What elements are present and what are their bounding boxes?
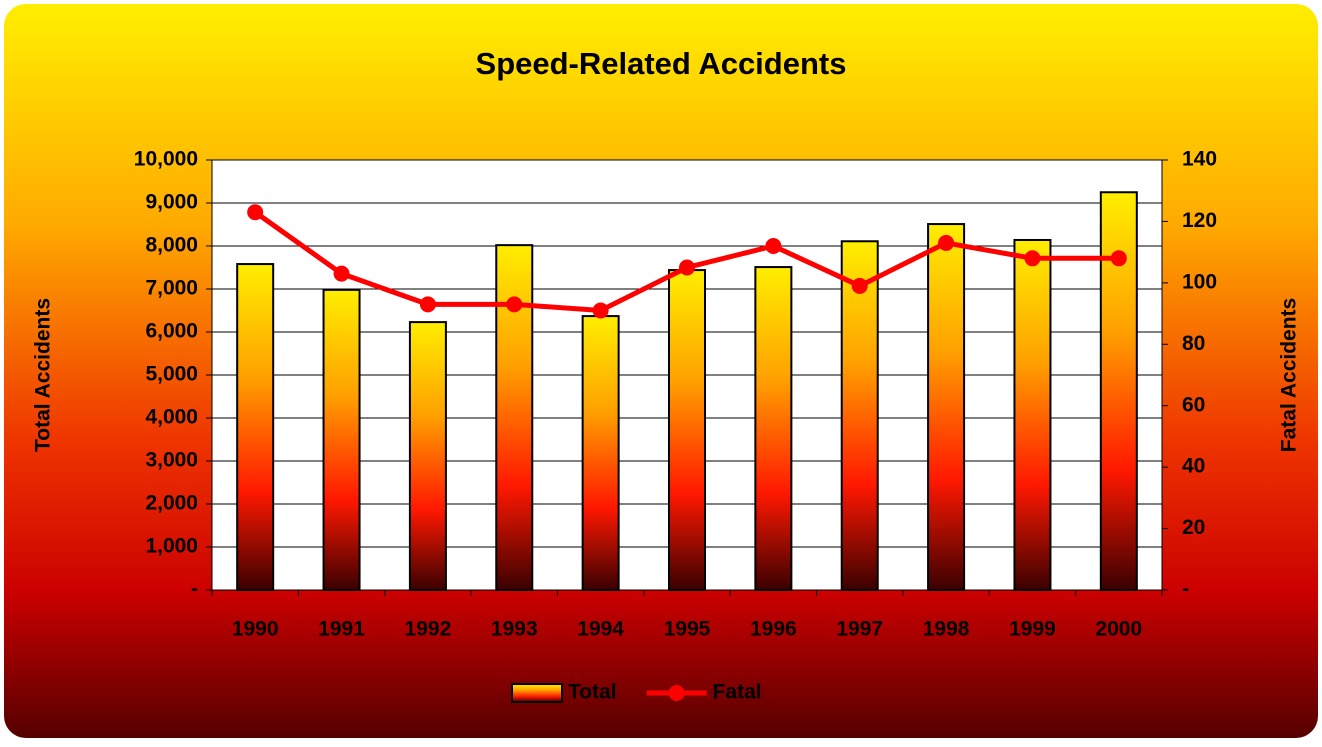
- marker: [679, 259, 695, 276]
- y-tick-label: 9,000: [145, 191, 198, 214]
- y-axis-title: Total Accidents: [32, 298, 55, 452]
- x-tick-label: 1998: [923, 618, 970, 641]
- x-tick-label: 1992: [405, 618, 452, 641]
- y2-tick-label: 140: [1182, 148, 1217, 171]
- bar: [408, 321, 447, 591]
- legend-label: Fatal: [713, 681, 762, 704]
- y-tick-label: 7,000: [145, 277, 198, 300]
- x-tick-label: 1990: [232, 618, 279, 641]
- marker: [506, 296, 523, 313]
- x-tick-label: 2000: [1095, 618, 1142, 641]
- legend-swatch: [668, 685, 685, 701]
- bar: [1013, 238, 1052, 591]
- y-tick-label: 1,000: [145, 535, 198, 558]
- y-tick-label: 8,000: [145, 234, 198, 257]
- y2-tick-label: 120: [1182, 209, 1217, 232]
- legend-swatch: [511, 683, 563, 703]
- y-tick-label: 3,000: [145, 449, 198, 472]
- bar: [581, 315, 620, 591]
- bar: [322, 288, 361, 591]
- marker: [1110, 250, 1127, 267]
- marker: [1024, 250, 1041, 267]
- y2-tick-label: 80: [1182, 332, 1205, 355]
- marker: [592, 302, 609, 319]
- marker: [419, 296, 436, 313]
- y-tick-label: 6,000: [145, 320, 198, 343]
- bar: [927, 223, 966, 591]
- y2-axis-title: Fatal Accidents: [1278, 298, 1301, 452]
- bar: [668, 269, 706, 591]
- y2-tick-label: 40: [1182, 455, 1205, 478]
- y2-tick-label: -: [1182, 578, 1189, 601]
- y-tick-label: 4,000: [145, 406, 198, 429]
- bar: [236, 263, 275, 591]
- x-tick-label: 1996: [750, 618, 797, 641]
- marker: [333, 265, 350, 282]
- y-tick-label: 2,000: [145, 492, 198, 515]
- x-tick-label: 1997: [836, 618, 883, 641]
- x-tick-label: 1993: [491, 618, 538, 641]
- marker: [765, 238, 782, 254]
- y-tick-label: 5,000: [145, 363, 198, 386]
- y-tick-label: 10,000: [134, 148, 198, 171]
- bar: [840, 240, 879, 592]
- marker: [938, 234, 955, 251]
- marker: [851, 277, 868, 294]
- y-tick-label: -: [191, 578, 198, 601]
- x-tick-label: 1999: [1009, 618, 1056, 641]
- x-tick-label: 1994: [577, 618, 624, 641]
- bar: [754, 266, 793, 591]
- x-tick-label: 1995: [664, 618, 711, 641]
- y2-tick-label: 60: [1182, 393, 1205, 416]
- marker: [247, 204, 264, 221]
- legend-label: Total: [568, 681, 617, 704]
- y2-tick-label: 20: [1182, 516, 1205, 539]
- x-tick-label: 1991: [318, 618, 365, 641]
- chart-title: Speed-Related Accidents: [476, 46, 847, 81]
- y2-tick-label: 100: [1182, 270, 1217, 293]
